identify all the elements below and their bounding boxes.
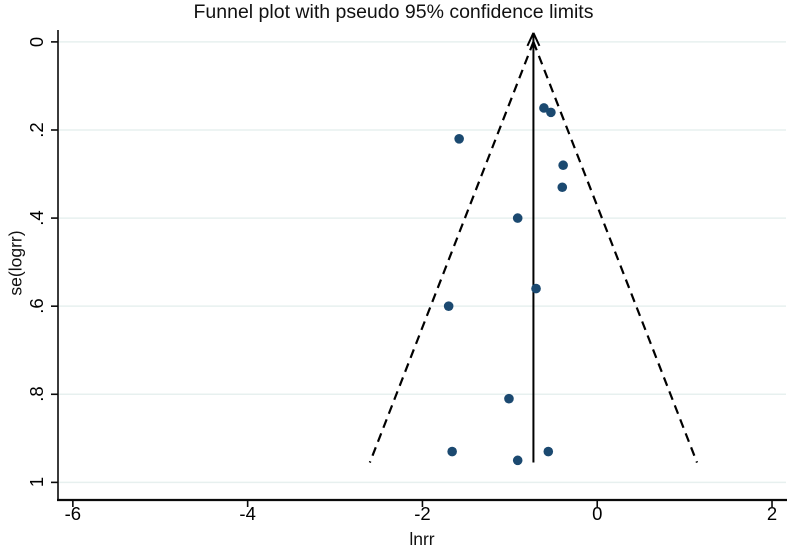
arrowhead-left-barb: [526, 32, 535, 47]
data-point: [443, 301, 454, 311]
data-point: [512, 213, 523, 223]
data-point: [531, 283, 541, 294]
x-tick-label: -2: [414, 503, 431, 524]
x-tick-label: 2: [766, 503, 778, 524]
y-tick-label: .8: [25, 386, 47, 402]
x-tick-label: 0: [592, 503, 603, 524]
x-tick-label: -6: [64, 503, 82, 524]
data-point: [504, 393, 514, 404]
data-point: [512, 455, 523, 466]
data-point: [539, 103, 549, 113]
x-tick-label: -4: [239, 503, 256, 524]
x-axis-label: lnrr: [409, 529, 435, 549]
data-point: [543, 446, 554, 457]
funnel-right-dashed-line: [532, 41, 699, 463]
y-tick-label: 0: [25, 36, 47, 48]
chart-title: Funnel plot with pseudo 95% confidence l…: [193, 1, 594, 23]
data-point: [454, 134, 464, 144]
y-tick-label: .6: [25, 298, 47, 314]
data-point: [447, 446, 457, 457]
data-point: [557, 182, 568, 193]
funnel-left-dashed-line: [368, 41, 535, 463]
y-tick-label: .2: [25, 122, 47, 138]
y-tick-label: 1: [25, 477, 47, 488]
data-point: [558, 160, 568, 171]
y-axis-label: se(logrr): [5, 230, 26, 296]
data-point: [546, 107, 556, 118]
y-tick-label: .4: [25, 210, 47, 226]
arrowhead-right-barb: [532, 32, 541, 47]
